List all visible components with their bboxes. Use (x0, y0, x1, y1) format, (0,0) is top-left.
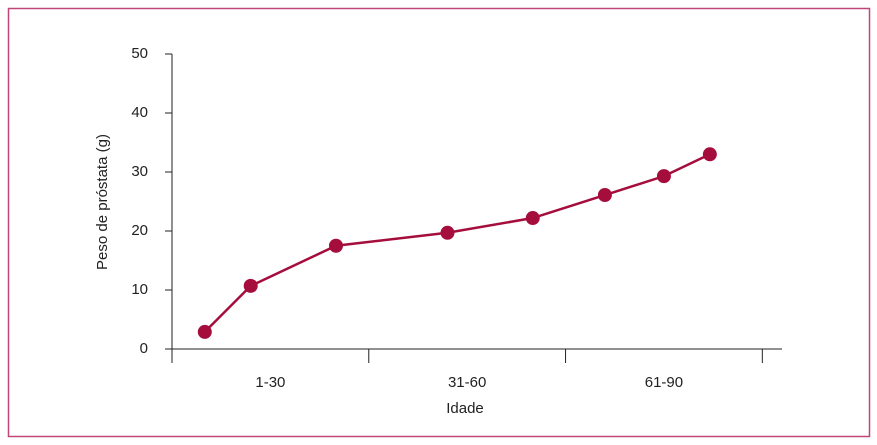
line (203, 153, 711, 333)
x-category-label: 1-30 (255, 374, 285, 391)
point (597, 188, 612, 203)
point (525, 211, 540, 226)
point (197, 324, 212, 339)
y-tick-label: 20 (131, 222, 148, 239)
y-tick-label: 30 (131, 163, 148, 180)
point (440, 225, 455, 240)
x-category-label: 61-90 (645, 374, 683, 391)
y-tick-label: 50 (131, 45, 148, 62)
y-tick-label: 0 (140, 340, 148, 357)
frame (7, 7, 871, 438)
y-axis-label: Peso de próstata (g) (94, 134, 111, 270)
y-tick-label: 40 (131, 104, 148, 121)
point (656, 169, 671, 184)
point (243, 278, 258, 293)
point (328, 238, 343, 253)
x-category-label: 31-60 (448, 374, 486, 391)
point (702, 147, 717, 162)
x-axis-label: Idade (446, 400, 484, 417)
y-tick-label: 10 (131, 281, 148, 298)
